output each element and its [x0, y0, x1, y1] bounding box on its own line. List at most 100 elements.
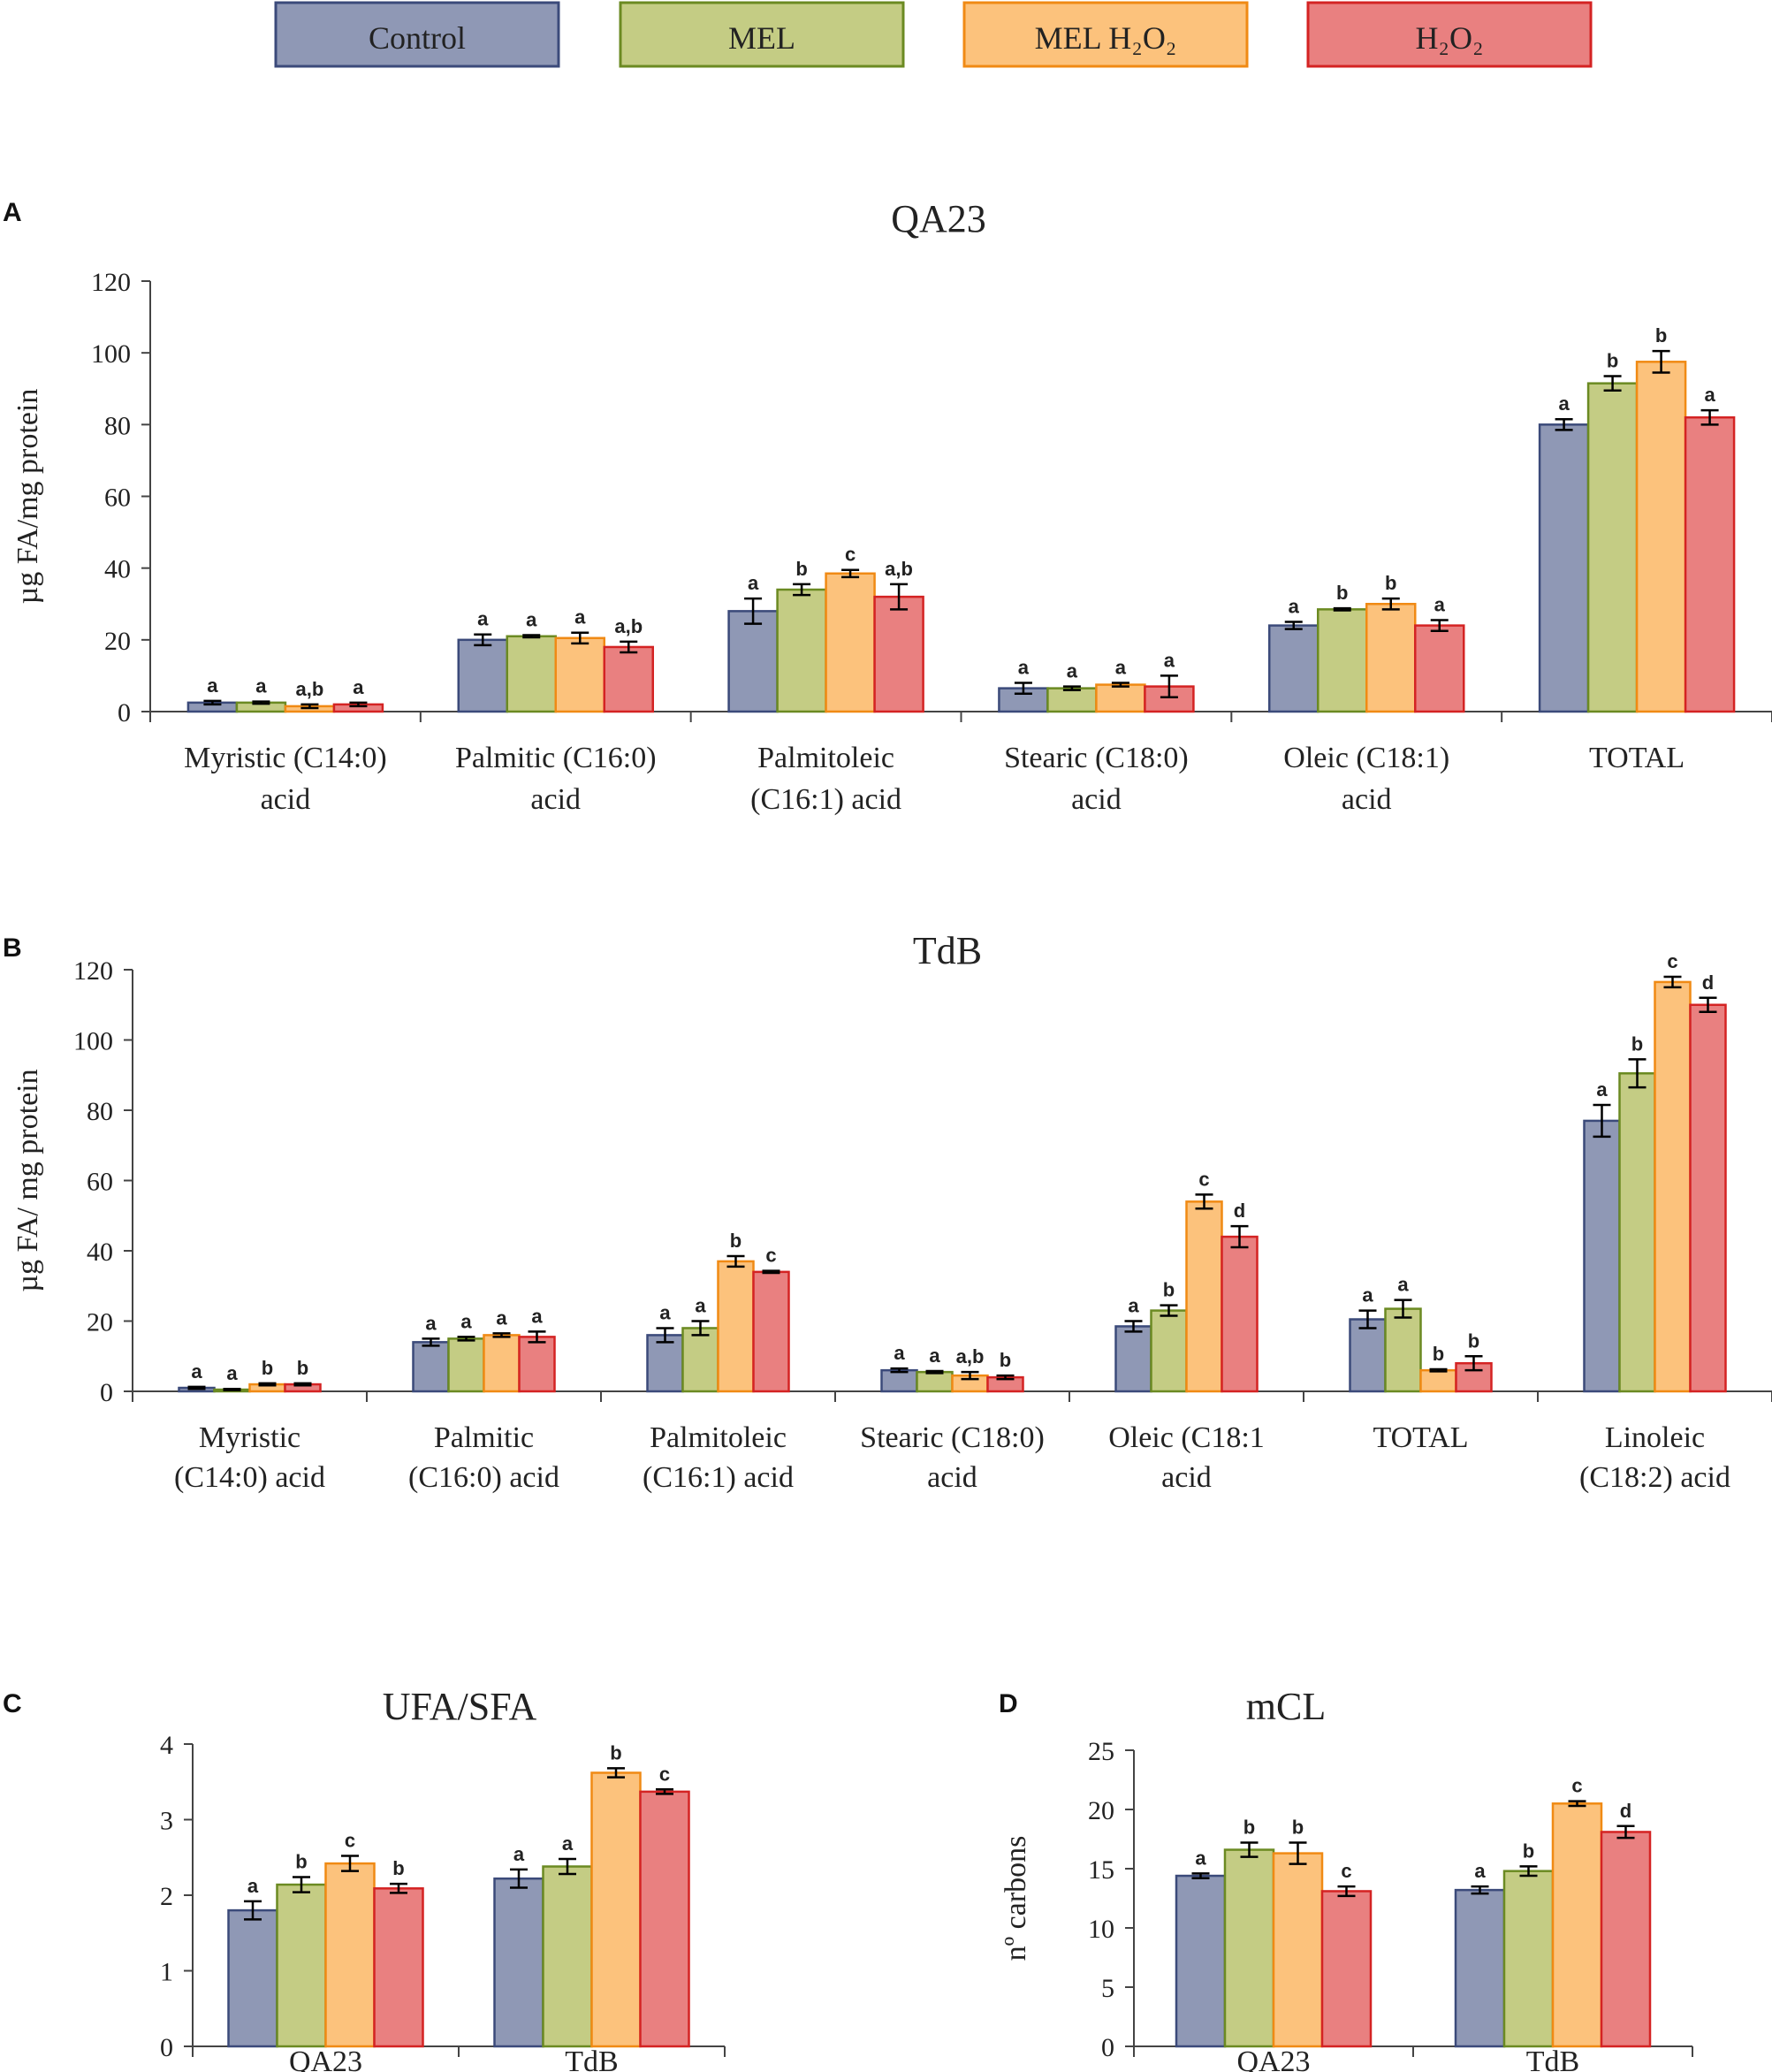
category-label: TdB	[1526, 2045, 1579, 2072]
significance-letter: a	[1474, 1860, 1486, 1882]
y-tick-label: 120	[91, 268, 131, 297]
significance-letter: a,b	[885, 558, 913, 580]
significance-letter: a	[748, 572, 759, 594]
category-label: acid	[1161, 1461, 1212, 1494]
significance-letter: b	[1336, 582, 1348, 604]
bar	[1150, 1309, 1188, 1393]
significance-letter: b	[392, 1857, 404, 1879]
bar	[873, 595, 924, 713]
legend-label: MEL H₂O₂	[1035, 20, 1177, 56]
significance-letter: a	[1596, 1078, 1608, 1101]
significance-letter: b	[795, 558, 807, 580]
bar	[1221, 1235, 1259, 1393]
significance-letter: a,b	[956, 1345, 985, 1367]
significance-letter: d	[1234, 1200, 1245, 1222]
bar	[1095, 683, 1146, 713]
bar	[1317, 608, 1368, 713]
bar	[1114, 1325, 1152, 1393]
legend-item: H₂O₂	[1306, 1, 1593, 68]
y-tick-label: 15	[1088, 1855, 1114, 1885]
y-tick-label: 0	[118, 698, 131, 727]
significance-letter: a	[574, 606, 586, 628]
panel-letter: B	[3, 933, 22, 963]
significance-letter: a	[226, 1362, 238, 1384]
category-label: TdB	[565, 2045, 618, 2072]
panel-a: A QA23 0 20 40 60 80 100 120 µg FA/mg protein Myri…	[3, 197, 1772, 816]
bar	[590, 1771, 642, 2048]
y-tick-label: 20	[104, 627, 131, 656]
legend: Control MEL MEL H₂O₂ H₂O₂	[274, 1, 1593, 68]
significance-letter: a	[496, 1306, 507, 1329]
y-tick-label: 80	[87, 1097, 113, 1126]
legend-item: Control	[274, 1, 560, 68]
category-label: Palmitic (C16:0)	[455, 742, 657, 774]
significance-letter: a	[1128, 1295, 1139, 1317]
bar	[727, 610, 779, 713]
bar	[276, 1883, 327, 2048]
bar	[1689, 1003, 1727, 1393]
legend-label: MEL	[728, 20, 795, 56]
significance-letter: a	[1397, 1274, 1409, 1296]
bar	[1320, 1890, 1373, 2048]
y-tick-label: 60	[87, 1168, 113, 1197]
legend-item: MEL	[619, 1, 905, 68]
bar	[776, 588, 827, 713]
bar	[825, 572, 876, 713]
significance-letter: a	[513, 1843, 525, 1865]
bar	[1586, 382, 1639, 713]
y-tick-label: 10	[1088, 1915, 1114, 1944]
significance-letter: c	[1341, 1860, 1351, 1882]
legend-swatch	[1306, 1, 1593, 68]
significance-letter: a	[255, 675, 267, 697]
significance-letter: a	[1434, 594, 1446, 616]
y-tick-label: 40	[87, 1238, 113, 1267]
category-label: acid	[1342, 783, 1392, 816]
bar	[1046, 687, 1098, 713]
y-axis-label: µg FA/mg protein	[11, 389, 44, 605]
bar	[1454, 1888, 1506, 2048]
panel-letter: D	[999, 1689, 1018, 1718]
significance-letter: c	[345, 1830, 355, 1852]
significance-letter: a	[695, 1295, 706, 1317]
bar	[1185, 1200, 1223, 1393]
significance-letter: c	[845, 544, 856, 566]
significance-letter: a	[929, 1345, 940, 1367]
bar	[639, 1790, 690, 2048]
bar	[447, 1337, 485, 1393]
category-label: (C18:2) acid	[1579, 1461, 1730, 1494]
significance-letter: b	[730, 1230, 742, 1252]
significance-letter: a	[1067, 660, 1078, 682]
chart-title: UFA/SFA	[383, 1685, 537, 1728]
significance-letter: a	[460, 1310, 472, 1332]
y-tick-label: 20	[1088, 1796, 1114, 1825]
chart-title: QA23	[891, 197, 986, 240]
significance-letter: b	[1433, 1343, 1444, 1365]
significance-letter: a	[562, 1832, 574, 1855]
significance-letter: a	[1195, 1847, 1206, 1869]
significance-letter: b	[295, 1850, 307, 1872]
category-label: Oleic (C18:1	[1108, 1421, 1265, 1454]
significance-letter: b	[1385, 572, 1396, 594]
bar	[457, 638, 508, 713]
significance-letter: a	[207, 674, 218, 697]
significance-letter: a,b	[614, 615, 643, 637]
bar	[1583, 1119, 1621, 1393]
significance-letter: d	[1702, 971, 1714, 994]
category-label: acid	[530, 783, 581, 816]
significance-letter: b	[1631, 1032, 1643, 1055]
y-tick-label: 1	[160, 1958, 173, 1987]
legend-label: H₂O₂	[1415, 20, 1483, 56]
significance-letter: a	[1164, 649, 1175, 671]
significance-letter: a	[531, 1305, 543, 1327]
significance-letter: a	[894, 1342, 905, 1364]
bar	[1551, 1802, 1603, 2048]
significance-letter: a	[659, 1301, 671, 1323]
bar	[1272, 1852, 1324, 2048]
bar	[880, 1368, 918, 1393]
bar	[1502, 1870, 1555, 2048]
bar	[542, 1865, 593, 2048]
y-tick-label: 2	[160, 1882, 173, 1911]
y-tick-label: 120	[73, 956, 113, 986]
significance-letter: c	[1667, 950, 1677, 972]
